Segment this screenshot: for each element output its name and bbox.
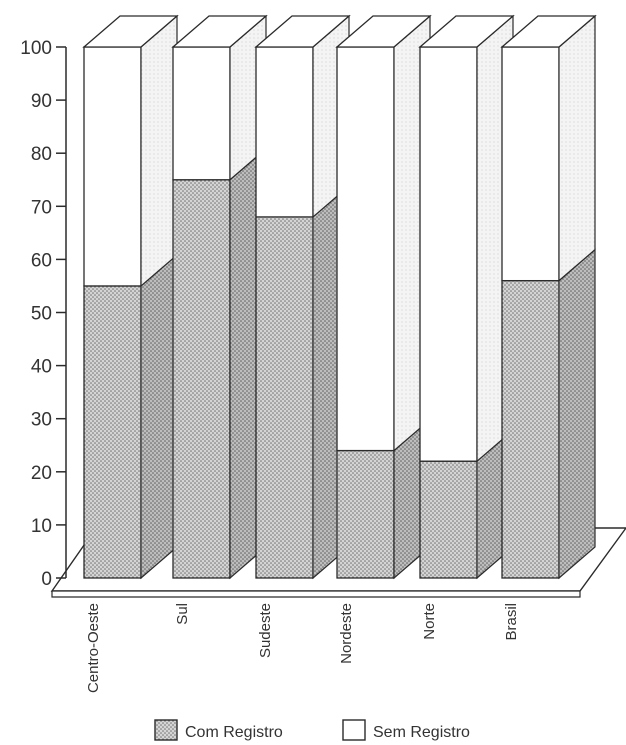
- x-category-label: Norte: [421, 603, 438, 640]
- bar-top: [335, 15, 432, 48]
- bar-sem-registro: [83, 46, 142, 287]
- legend-label-sem-registro: Sem Registro: [373, 724, 470, 741]
- x-category-label: Sul: [174, 603, 191, 625]
- y-tick-label: 50: [31, 304, 52, 325]
- y-tick-label: 60: [31, 250, 52, 271]
- bar-sem-registro: [255, 46, 314, 218]
- y-tick-label: 80: [31, 144, 52, 165]
- x-category-label: Centro-Oeste: [85, 603, 102, 693]
- bar-group: [418, 14, 515, 580]
- x-category-label: Brasil: [503, 603, 520, 641]
- x-axis-labels: Centro-Oeste Sul Sudeste Nordeste Norte Brasi…: [85, 603, 520, 693]
- bar-group: [254, 14, 351, 580]
- bar-group: [335, 14, 432, 580]
- y-tick-label: 70: [31, 197, 52, 218]
- bar-com-registro: [501, 279, 560, 579]
- bar-com-registro: [336, 449, 395, 579]
- bar-sem-registro: [419, 46, 478, 462]
- bar-top: [418, 15, 515, 48]
- y-tick-label: 40: [31, 357, 52, 378]
- legend-label-com-registro: Com Registro: [185, 724, 283, 741]
- bar-sem-registro: [336, 46, 395, 452]
- bar-com-registro: [255, 216, 314, 579]
- y-tick-label: 0: [41, 569, 52, 590]
- bar-top: [500, 15, 597, 48]
- bar-top: [254, 15, 351, 48]
- x-category-label: Nordeste: [338, 603, 355, 664]
- bar-com-registro: [83, 285, 142, 579]
- bar-com-registro: [419, 460, 478, 579]
- bar-side-sem-registro: [140, 14, 178, 288]
- y-axis: 0 10 20 30 40 50 60 70 80 90 100: [20, 38, 67, 590]
- bar-side-sem-registro: [558, 14, 596, 282]
- bars: [82, 14, 597, 580]
- y-tick-label: 100: [20, 38, 52, 59]
- bar-sem-registro: [501, 46, 560, 282]
- bar-group: [500, 14, 597, 580]
- bar-side-com-registro: [558, 248, 596, 580]
- x-category-label: Sudeste: [257, 603, 274, 658]
- bar-side-com-registro: [140, 253, 178, 580]
- bar-com-registro: [172, 179, 231, 579]
- y-tick-label: 90: [31, 91, 52, 112]
- legend-swatch-sem-registro: [342, 719, 366, 741]
- legend-swatch-com-registro: [154, 719, 178, 741]
- y-tick-label: 20: [31, 463, 52, 484]
- bar-group: [171, 14, 268, 580]
- bar-top: [82, 15, 179, 48]
- legend: Com Registro Sem Registro: [154, 719, 470, 741]
- floor-edge: [51, 590, 581, 598]
- bar-sem-registro: [172, 46, 231, 181]
- bar-top: [171, 15, 268, 48]
- y-tick-label: 30: [31, 410, 52, 431]
- bar-group: [82, 14, 179, 580]
- y-tick-label: 10: [31, 516, 52, 537]
